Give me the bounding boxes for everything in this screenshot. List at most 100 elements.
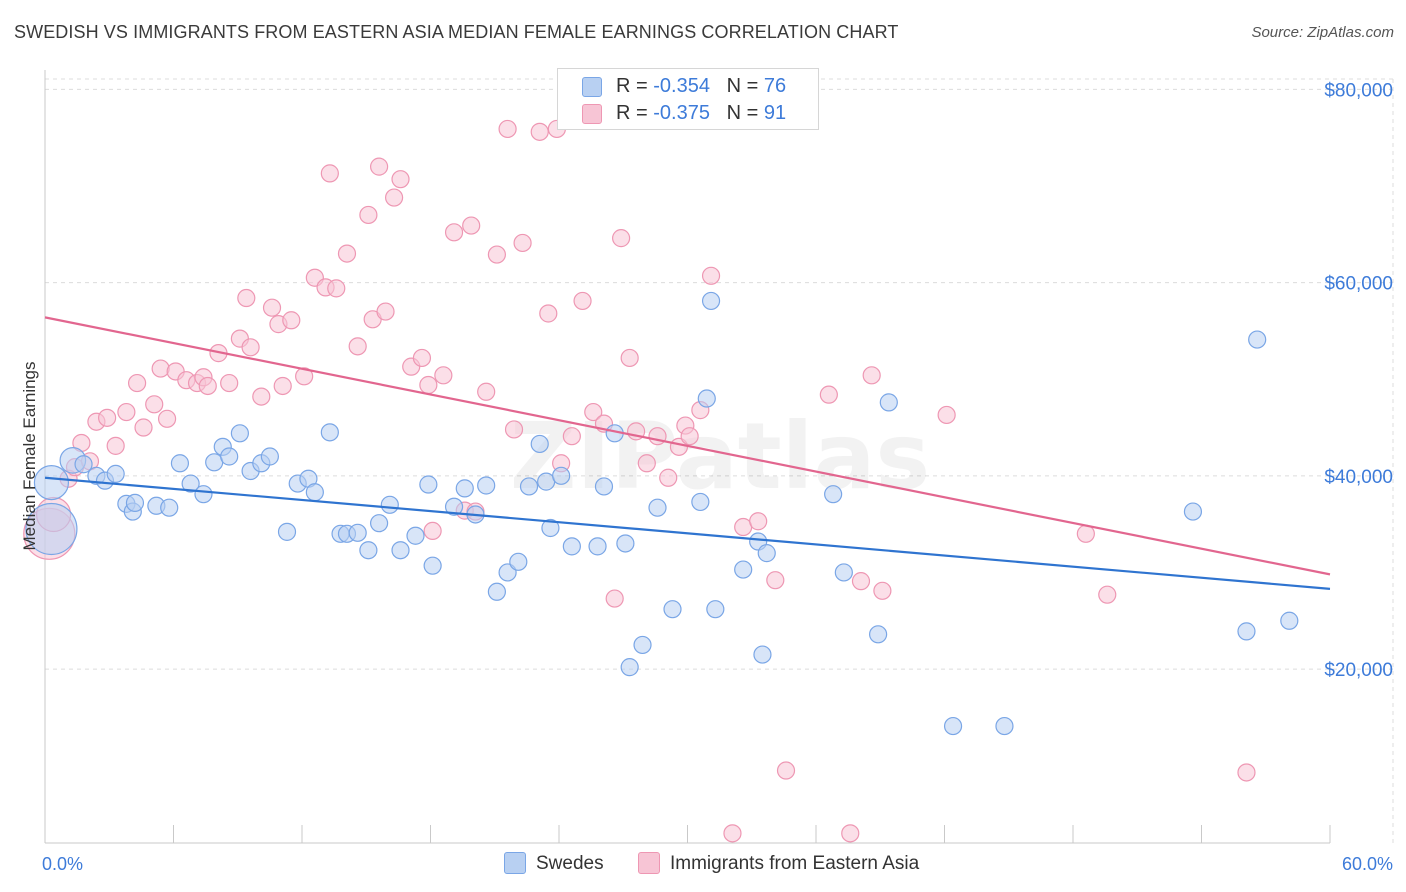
- data-point: [145, 395, 164, 414]
- legend-r-value-swedes: -0.354: [653, 75, 710, 97]
- data-point: [487, 582, 506, 601]
- data-point: [237, 288, 256, 308]
- data-point: [419, 475, 438, 494]
- data-point: [824, 485, 843, 504]
- legend-n-value-swedes: 76: [763, 75, 787, 97]
- data-point: [697, 389, 716, 408]
- data-point: [749, 512, 768, 531]
- data-point: [170, 454, 190, 473]
- data-point: [252, 387, 271, 406]
- data-point: [181, 474, 200, 493]
- data-point: [98, 408, 117, 427]
- data-point: [157, 409, 177, 428]
- data-point: [260, 447, 279, 466]
- data-point: [562, 427, 581, 446]
- data-point: [370, 157, 389, 176]
- data-point: [380, 495, 399, 514]
- data-point: [477, 476, 496, 495]
- data-point: [125, 493, 145, 512]
- data-point: [33, 464, 70, 501]
- data-point: [539, 304, 558, 323]
- bottom-legend-label-swedes: Swedes: [536, 853, 604, 874]
- data-point: [680, 427, 699, 446]
- data-point: [419, 375, 438, 395]
- data-point: [648, 498, 667, 517]
- data-point: [706, 600, 725, 619]
- data-point: [434, 366, 453, 385]
- bottom-swatch-swedes: [504, 852, 526, 874]
- chart-title: SWEDISH VS IMMIGRANTS FROM EASTERN ASIA …: [14, 22, 899, 42]
- data-point: [262, 298, 282, 317]
- data-point: [753, 645, 772, 664]
- bottom-legend-label-immigrants: Immigrants from Eastern Asia: [670, 853, 920, 874]
- y-axis-label: Median Female Earnings: [20, 362, 39, 551]
- legend-n-label: N =: [726, 102, 759, 124]
- series-swedes: [25, 291, 1299, 736]
- data-point: [530, 434, 549, 454]
- data-point: [359, 541, 378, 560]
- data-point: [282, 311, 301, 330]
- data-point: [320, 423, 339, 442]
- data-point: [327, 279, 346, 298]
- data-point: [444, 497, 464, 516]
- data-point: [295, 367, 314, 386]
- legend-n-value-immigrants: 91: [763, 102, 787, 124]
- data-point: [633, 635, 652, 655]
- data-point: [477, 382, 496, 401]
- legend-text-swedes: R = -0.354 N = 76: [616, 75, 786, 98]
- data-point: [1237, 622, 1256, 641]
- trend-lines: [44, 316, 1331, 590]
- legend-text-immigrants: R = -0.375 N = 91: [616, 102, 786, 125]
- data-point: [220, 373, 239, 393]
- data-point: [776, 761, 796, 780]
- data-point: [734, 560, 753, 579]
- y-tick-label: $80,000: [1324, 80, 1393, 101]
- data-point: [277, 522, 297, 541]
- y-tick-label: $40,000: [1324, 467, 1393, 488]
- data-point: [487, 245, 506, 264]
- data-point: [370, 514, 389, 533]
- data-point: [588, 537, 607, 556]
- data-point: [701, 266, 721, 285]
- data-point: [851, 572, 871, 591]
- data-point: [391, 170, 410, 189]
- data-point: [504, 420, 524, 439]
- data-point: [160, 498, 179, 517]
- data-point: [384, 188, 404, 207]
- data-point: [663, 600, 682, 619]
- data-point: [616, 534, 635, 553]
- legend-r-label: R =: [616, 75, 648, 97]
- x-tick-label-max: 60.0%: [1342, 854, 1393, 874]
- data-point: [757, 544, 776, 563]
- data-point: [701, 291, 721, 311]
- data-point: [444, 223, 464, 242]
- data-point: [230, 424, 249, 443]
- data-point: [943, 716, 963, 736]
- data-point: [620, 658, 639, 677]
- data-point: [691, 492, 710, 512]
- data-point: [612, 229, 631, 248]
- data-point: [573, 291, 592, 311]
- data-point: [620, 348, 639, 368]
- data-point: [766, 571, 785, 590]
- data-point: [391, 541, 410, 560]
- data-point: [127, 373, 147, 393]
- data-point: [1280, 611, 1299, 630]
- data-point: [241, 338, 260, 357]
- data-point: [594, 477, 614, 496]
- watermark: ZIPatlas: [510, 403, 930, 510]
- data-point: [659, 468, 678, 487]
- data-point: [412, 348, 432, 368]
- y-tick-label: $20,000: [1324, 660, 1393, 681]
- stats-legend: R = -0.354 N = 76 R = -0.375 N = 91: [557, 68, 819, 130]
- data-point: [151, 359, 170, 378]
- data-point: [1237, 763, 1256, 782]
- data-point: [541, 518, 560, 538]
- data-point: [320, 164, 339, 183]
- data-point: [562, 537, 581, 556]
- data-point: [819, 385, 838, 404]
- data-point: [198, 376, 217, 396]
- data-point: [423, 556, 442, 575]
- data-point: [337, 244, 357, 263]
